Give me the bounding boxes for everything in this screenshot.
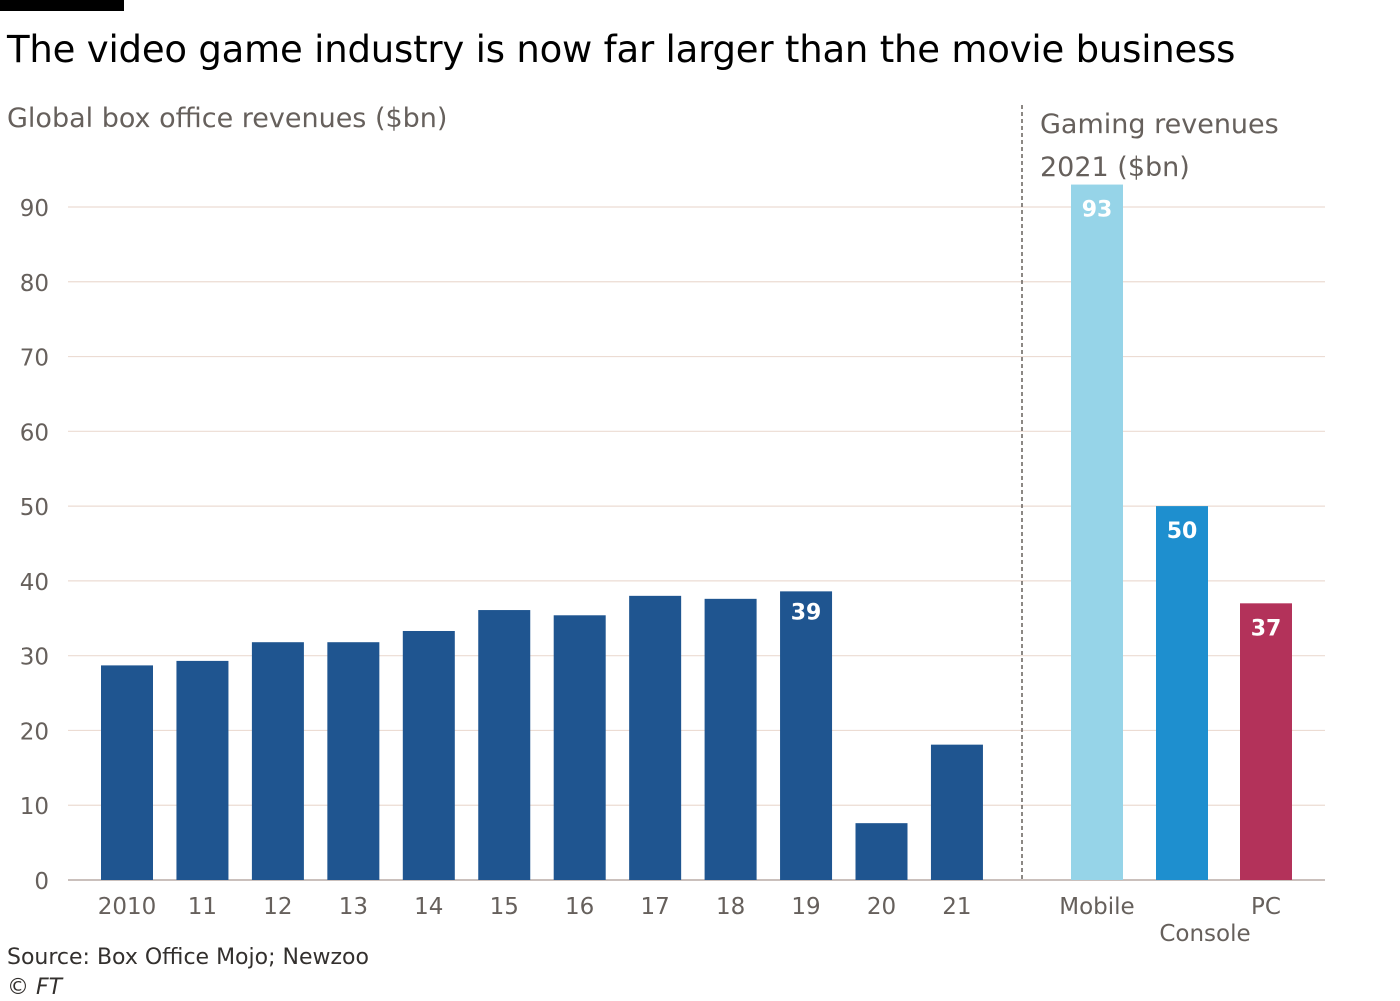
x-tick-label: 20 [867,894,896,920]
y-tick-label: 60 [20,420,49,446]
copyright: © FT [7,975,63,1000]
data-label: 37 [1251,616,1282,641]
x-tick-label: PC [1251,894,1281,920]
x-tick-label: 11 [188,894,217,920]
x-tick-label: 14 [414,894,443,920]
gaming-subtitle: Gaming revenues 2021 ($bn) [1040,103,1279,189]
x-tick-label: 12 [263,894,292,920]
box-office-bar [402,630,455,880]
box-office-subtitle: Global box office revenues ($bn) [7,103,448,134]
box-office-bar [704,598,757,880]
y-tick-label: 20 [20,719,49,745]
y-tick-label: 80 [20,271,49,297]
y-tick-label: 50 [20,495,49,521]
data-label: 93 [1082,198,1113,223]
x-axis-labels: 2010 11 12 13 14 15 16 17 18 19 20 21 Mobile ConsoleP… [98,894,1281,947]
y-tick-label: 90 [20,196,49,222]
x-tick-label: Mobile [1059,894,1134,920]
data-label: 39 [791,600,822,625]
gaming-bar [1156,506,1208,880]
y-tick-label: 30 [20,645,49,671]
gaming-bar [1071,184,1123,881]
gaming-subtitle-line-1: Gaming revenues [1040,109,1279,140]
box-office-bar [930,744,983,880]
x-tick-label: 19 [791,894,820,920]
x-tick-label: 18 [716,894,745,920]
x-tick-label: 21 [942,894,971,920]
box-office-bar [327,642,380,880]
y-tick-label: 0 [34,869,49,895]
x-tick-label: 15 [490,894,519,920]
y-axis-ticks: 0 10 20 30 40 50 60 70 80 90 [20,196,49,895]
box-office-bar [101,665,153,880]
gaming-subtitle-line-2: 2021 ($bn) [1040,152,1190,183]
x-tick-label: 2010 [98,894,157,920]
x-tick-label: 17 [641,894,670,920]
gaming-bars: 93 50 37 [1071,184,1292,881]
x-tick-label: 16 [565,894,594,920]
top-rule [0,0,124,11]
box-office-bars: 39 [101,591,983,880]
box-office-bar [478,610,531,880]
y-tick-label: 70 [20,346,49,372]
box-office-bar [553,615,606,880]
data-label: 50 [1167,519,1198,544]
x-tick-label: 13 [339,894,368,920]
source-note: Source: Box Office Mojo; Newzoo [7,945,369,970]
gaming-bar [1240,603,1292,880]
x-tick-label: Console [1159,921,1250,947]
chart-title: The video game industry is now far large… [7,28,1236,71]
box-office-bar [629,595,682,880]
box-office-bar [176,660,229,880]
y-tick-label: 40 [20,570,49,596]
y-tick-label: 10 [20,794,49,820]
box-office-bar [855,823,908,880]
box-office-bar [251,642,304,880]
box-office-bar [780,591,833,880]
